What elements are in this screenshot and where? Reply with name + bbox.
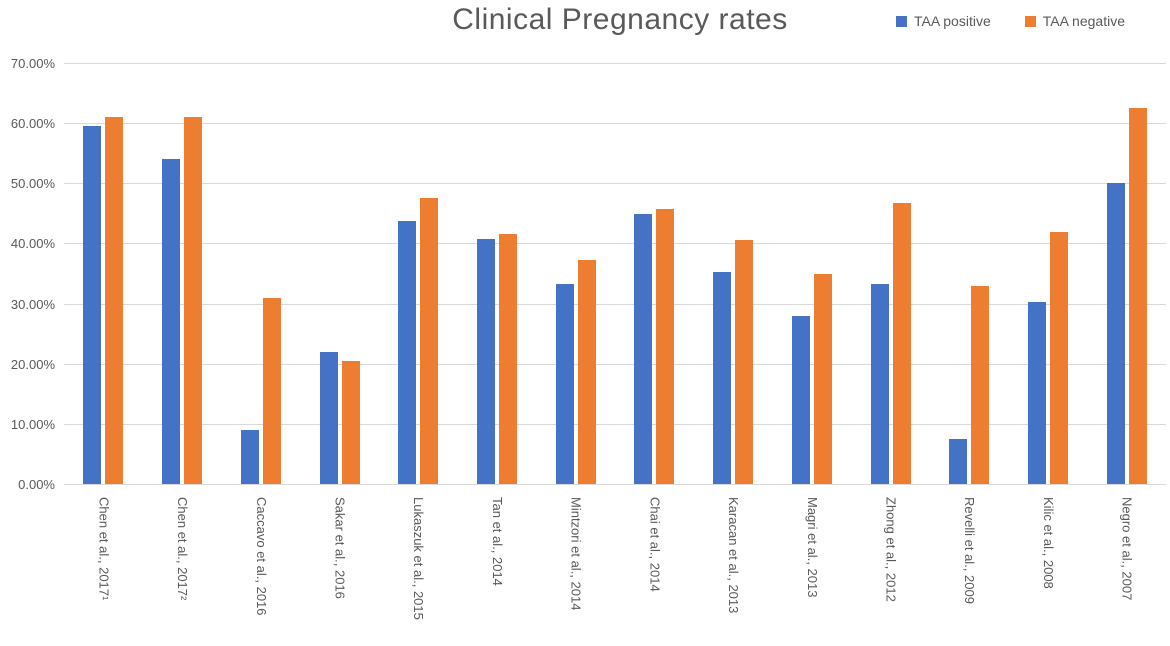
bar-taa-negative: [577, 259, 596, 484]
bar-taa-positive: [162, 158, 181, 484]
y-axis-tick-label: 20.00%: [10, 356, 55, 372]
x-axis-category-label: Chai et al., 2014: [647, 497, 663, 592]
gridline: [64, 423, 1166, 425]
gridline: [64, 363, 1166, 365]
bar-taa-negative: [656, 208, 675, 484]
chart-title: Clinical Pregnancy rates: [452, 3, 788, 36]
bar-taa-positive: [555, 283, 574, 484]
bar-taa-positive: [713, 271, 732, 484]
y-axis-tick-label: 60.00%: [10, 116, 55, 132]
bar-taa-positive: [634, 213, 653, 484]
bar-taa-positive: [319, 352, 338, 484]
x-axis-category-label: Magri et al., 2013: [804, 497, 820, 598]
x-axis-category-label: Kilic et al., 2008: [1040, 497, 1056, 589]
x-axis-category-label: Chen et al., 2017²: [175, 497, 191, 601]
x-axis-category-label: Caccavo et al., 2016: [253, 497, 269, 616]
gridline: [64, 63, 1166, 64]
bar-taa-negative: [892, 203, 911, 484]
gridline: [64, 123, 1166, 125]
y-axis-tick-label: 70.00%: [10, 56, 55, 71]
x-axis-category-label: Negro et al., 2007: [1119, 497, 1135, 601]
bar-taa-positive: [83, 125, 102, 484]
legend-item-taa-negative: TAA negative: [1024, 13, 1125, 29]
bar-taa-negative: [813, 273, 832, 484]
x-axis-category-label: Lukaszuk et al., 2015: [411, 497, 427, 620]
x-axis-category-label: Sakar et al., 2016: [332, 497, 348, 599]
bar-taa-positive: [476, 238, 495, 484]
x-axis-category-label: Tan et al., 2014: [489, 497, 505, 586]
bar-taa-positive: [240, 429, 259, 484]
y-axis-tick-label: 30.00%: [10, 296, 55, 312]
y-axis-tick-label: 0.00%: [18, 477, 55, 492]
bar-taa-negative: [1128, 108, 1147, 484]
x-axis-category-label: Revelli et al., 2009: [962, 497, 978, 604]
bar-taa-positive: [1106, 183, 1125, 484]
gridline: [64, 484, 1166, 485]
bar-taa-negative: [341, 360, 360, 484]
plot-area: [64, 63, 1166, 485]
bar-taa-negative: [420, 197, 439, 484]
bar-taa-negative: [105, 117, 124, 484]
bar-taa-negative: [498, 234, 517, 484]
bar-taa-negative: [1049, 232, 1068, 484]
bar-taa-negative: [184, 117, 203, 484]
gridline: [64, 303, 1166, 305]
bar-taa-positive: [398, 220, 417, 484]
gridline: [64, 183, 1166, 185]
legend-swatch-taa-positive-icon: [895, 15, 907, 27]
y-axis-tick-label: 50.00%: [10, 176, 55, 192]
x-axis-category-label: Mintzori et al., 2014: [568, 497, 584, 611]
bar-taa-positive: [791, 315, 810, 484]
bar-taa-negative: [735, 239, 754, 484]
bar-taa-positive: [870, 283, 889, 484]
y-axis-tick-label: 10.00%: [10, 416, 55, 432]
legend-item-taa-positive: TAA positive: [895, 13, 991, 29]
bar-taa-positive: [949, 438, 968, 484]
legend-label-taa-negative: TAA negative: [1042, 13, 1125, 29]
bar-taa-negative: [971, 285, 990, 484]
bar-taa-positive: [1027, 301, 1046, 484]
legend: TAA positive TAA negative: [895, 13, 1125, 29]
x-axis-category-label: Karacan et al., 2013: [726, 497, 742, 614]
legend-swatch-taa-negative-icon: [1024, 15, 1036, 27]
gridline: [64, 243, 1166, 245]
x-axis-category-label: Chen et al., 2017¹: [96, 497, 112, 601]
bar-taa-negative: [262, 297, 281, 484]
x-axis-category-label: Zhong et al., 2012: [883, 497, 899, 602]
legend-label-taa-positive: TAA positive: [913, 13, 991, 29]
y-axis-tick-label: 40.00%: [10, 236, 55, 252]
